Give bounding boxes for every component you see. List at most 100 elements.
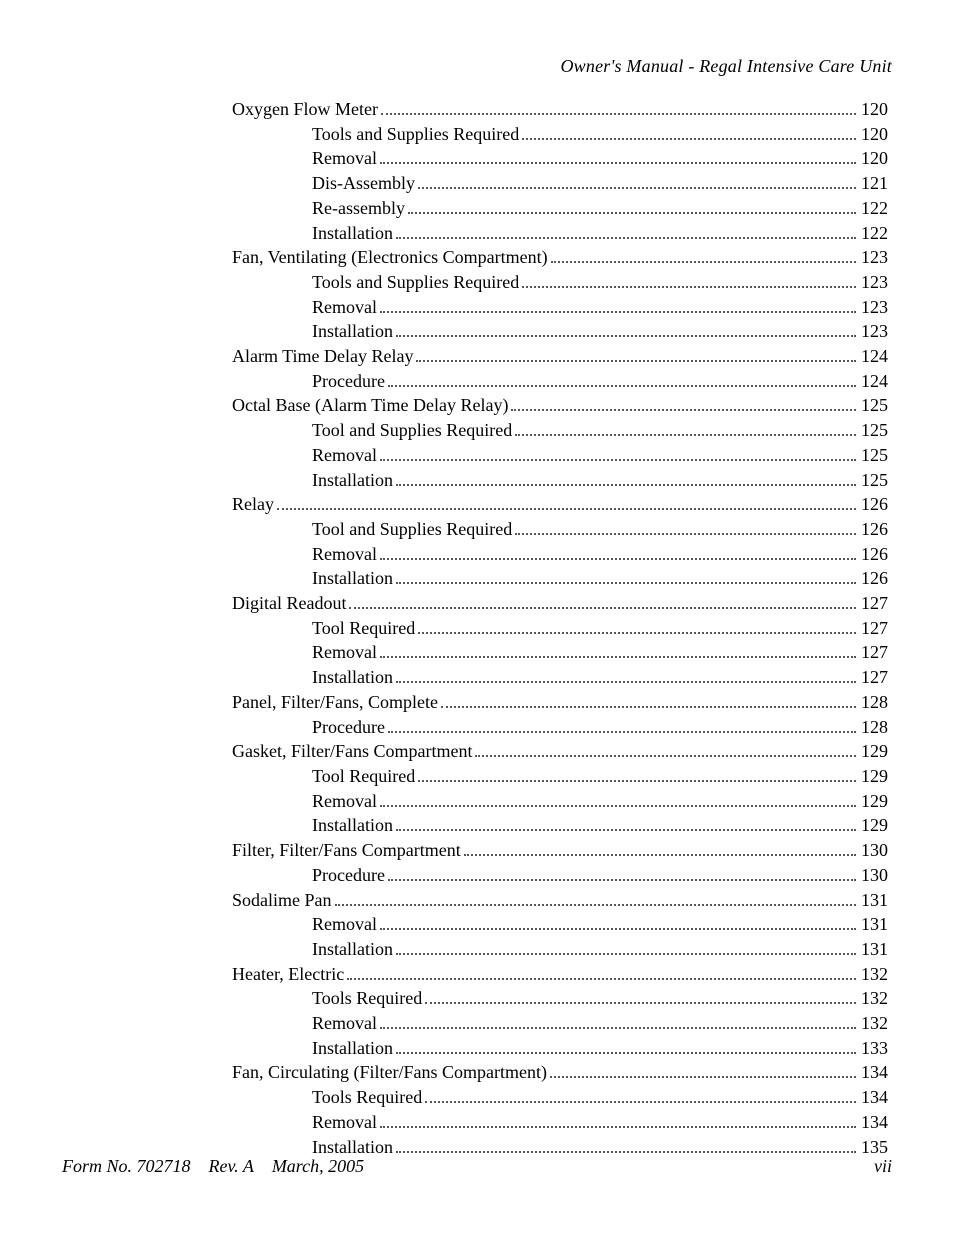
toc-leader-dots — [396, 581, 856, 584]
toc-leader-dots — [388, 878, 856, 881]
toc-entry-title: Fan, Ventilating (Electronics Compartmen… — [232, 245, 548, 270]
toc-entry-title: Tool Required — [312, 616, 415, 641]
toc-entry-title: Procedure — [312, 369, 385, 394]
toc-entry: Installation 123 — [232, 319, 888, 344]
toc-entry: Panel, Filter/Fans, Complete 128 — [232, 690, 888, 715]
toc-entry-page: 125 — [859, 468, 888, 493]
toc-entry-page: 127 — [859, 665, 888, 690]
footer-form-info: Form No. 702718 Rev. A March, 2005 — [62, 1156, 364, 1177]
toc-leader-dots — [396, 1150, 856, 1153]
toc-entry: Procedure 130 — [232, 863, 888, 888]
toc-entry-page: 134 — [859, 1085, 888, 1110]
toc-entry-title: Installation — [312, 566, 393, 591]
toc-entry-title: Installation — [312, 221, 393, 246]
toc-entry-page: 134 — [859, 1110, 888, 1135]
toc-entry: Tools and Supplies Required120 — [232, 122, 888, 147]
toc-entry-title: Installation — [312, 1036, 393, 1061]
toc-entry-page: 121 — [859, 171, 888, 196]
toc-entry-page: 120 — [859, 97, 888, 122]
toc-entry-page: 128 — [859, 690, 888, 715]
toc-leader-dots — [396, 828, 856, 831]
toc-leader-dots — [418, 186, 856, 189]
toc-leader-dots — [511, 408, 856, 411]
toc-entry-page: 131 — [859, 888, 888, 913]
header-title: Owner's Manual - Regal Intensive Care Un… — [560, 56, 892, 76]
toc-entry-title: Panel, Filter/Fans, Complete — [232, 690, 438, 715]
toc-entry-title: Tools Required — [312, 1085, 422, 1110]
toc-entry-page: 132 — [859, 1011, 888, 1036]
toc-entry-page: 131 — [859, 937, 888, 962]
toc-entry: Filter, Filter/Fans Compartment130 — [232, 838, 888, 863]
toc-entry-title: Procedure — [312, 863, 385, 888]
toc-entry-title: Tool and Supplies Required — [312, 418, 512, 443]
toc-entry-page: 132 — [859, 986, 888, 1011]
toc-entry-page: 129 — [859, 789, 888, 814]
toc-leader-dots — [388, 730, 856, 733]
toc-entry: Oxygen Flow Meter120 — [232, 97, 888, 122]
toc-entry-title: Relay — [232, 492, 274, 517]
toc-entry-page: 129 — [859, 739, 888, 764]
toc-leader-dots — [408, 211, 856, 214]
toc-entry-page: 130 — [859, 863, 888, 888]
toc-entry-page: 123 — [859, 270, 888, 295]
toc-leader-dots — [522, 285, 856, 288]
toc-entry-page: 129 — [859, 764, 888, 789]
toc-leader-dots — [380, 557, 856, 560]
toc-leader-dots — [396, 483, 856, 486]
table-of-contents: Oxygen Flow Meter120Tools and Supplies R… — [62, 97, 892, 1159]
toc-entry: Procedure124 — [232, 369, 888, 394]
toc-entry-title: Digital Readout — [232, 591, 346, 616]
toc-leader-dots — [380, 161, 856, 164]
toc-entry: Installation 125 — [232, 468, 888, 493]
toc-entry: Fan, Circulating (Filter/Fans Compartmen… — [232, 1060, 888, 1085]
toc-entry-page: 127 — [859, 616, 888, 641]
toc-entry-title: Removal — [312, 912, 377, 937]
toc-entry-title: Tools and Supplies Required — [312, 270, 519, 295]
toc-entry-title: Fan, Circulating (Filter/Fans Compartmen… — [232, 1060, 547, 1085]
toc-entry-title: Removal — [312, 443, 377, 468]
toc-entry-title: Tool Required — [312, 764, 415, 789]
toc-leader-dots — [551, 260, 856, 263]
toc-entry-title: Removal — [312, 1110, 377, 1135]
toc-leader-dots — [396, 236, 856, 239]
toc-entry-title: Removal — [312, 295, 377, 320]
page-footer: Form No. 702718 Rev. A March, 2005 vii — [62, 1156, 892, 1177]
toc-leader-dots — [396, 952, 856, 955]
toc-entry: Relay126 — [232, 492, 888, 517]
toc-entry: Installation126 — [232, 566, 888, 591]
toc-entry-page: 125 — [859, 393, 888, 418]
toc-entry: Gasket, Filter/Fans Compartment129 — [232, 739, 888, 764]
toc-entry: Dis-Assembly 121 — [232, 171, 888, 196]
toc-entry-page: 127 — [859, 591, 888, 616]
toc-entry-page: 125 — [859, 418, 888, 443]
toc-entry: Procedure128 — [232, 715, 888, 740]
toc-leader-dots — [380, 927, 856, 930]
toc-entry: Tools and Supplies Required 123 — [232, 270, 888, 295]
toc-entry-title: Installation — [312, 319, 393, 344]
toc-entry-page: 134 — [859, 1060, 888, 1085]
toc-entry-page: 120 — [859, 122, 888, 147]
toc-leader-dots — [349, 606, 856, 609]
toc-entry-page: 122 — [859, 196, 888, 221]
toc-entry: Octal Base (Alarm Time Delay Relay)125 — [232, 393, 888, 418]
toc-entry: Installation131 — [232, 937, 888, 962]
toc-entry: Fan, Ventilating (Electronics Compartmen… — [232, 245, 888, 270]
toc-entry: Removal 134 — [232, 1110, 888, 1135]
toc-entry-page: 123 — [859, 319, 888, 344]
toc-entry-page: 126 — [859, 542, 888, 567]
toc-entry: Removal120 — [232, 146, 888, 171]
toc-entry: Installation122 — [232, 221, 888, 246]
toc-leader-dots — [396, 334, 856, 337]
toc-entry-title: Installation — [312, 468, 393, 493]
toc-entry: Digital Readout 127 — [232, 591, 888, 616]
toc-entry: Alarm Time Delay Relay124 — [232, 344, 888, 369]
toc-leader-dots — [380, 804, 856, 807]
footer-page-number: vii — [874, 1156, 892, 1177]
toc-leader-dots — [425, 1100, 856, 1103]
toc-entry: Removal123 — [232, 295, 888, 320]
toc-entry-page: 133 — [859, 1036, 888, 1061]
toc-entry-title: Procedure — [312, 715, 385, 740]
toc-entry-title: Dis-Assembly — [312, 171, 415, 196]
toc-entry-page: 120 — [859, 146, 888, 171]
toc-entry-title: Removal — [312, 542, 377, 567]
